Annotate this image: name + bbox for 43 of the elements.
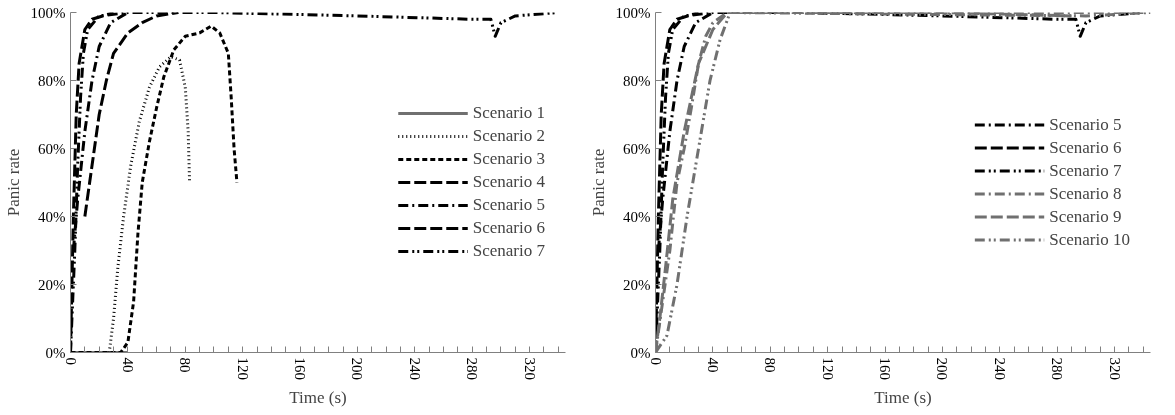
y-axis-title: Panic rate — [588, 148, 608, 217]
x-tick-label: 40 — [704, 357, 721, 373]
legend-label: Scenario 5 — [472, 195, 545, 215]
y-tick-label: 20% — [38, 276, 66, 293]
x-tick-label: 160 — [877, 357, 894, 380]
legend-label: Scenario 7 — [1049, 160, 1122, 181]
y-tick-label: 100% — [615, 4, 651, 21]
legend-label: Scenario 1 — [472, 103, 545, 123]
y-axis-title: Panic rate — [3, 148, 23, 217]
y-tick-label: 80% — [623, 72, 651, 89]
x-tick-label: 160 — [292, 357, 309, 380]
x-tick-label: 320 — [1106, 357, 1123, 380]
legend-label: Scenario 5 — [1049, 114, 1122, 135]
x-tick-label: 120 — [234, 357, 251, 380]
y-tick-label: 60% — [623, 140, 651, 157]
legend-label: Scenario 2 — [472, 126, 545, 146]
legend-label: Scenario 7 — [472, 241, 545, 261]
y-tick-label: 40% — [38, 208, 66, 225]
legend-label: Scenario 3 — [472, 149, 545, 169]
x-tick-label: 320 — [521, 357, 538, 380]
legend-label: Scenario 10 — [1049, 229, 1130, 250]
legend-label: Scenario 8 — [1049, 183, 1122, 204]
x-tick-label: 280 — [1049, 357, 1066, 380]
x-tick-label: 80 — [762, 357, 779, 373]
y-tick-label: 20% — [623, 276, 651, 293]
x-tick-label: 240 — [406, 357, 423, 380]
x-tick-label: 40 — [119, 357, 136, 373]
x-tick-label: 200 — [349, 357, 366, 380]
x-tick-label: 80 — [177, 357, 194, 373]
x-tick-label: 200 — [934, 357, 951, 380]
x-axis-title: Time (s) — [874, 388, 932, 407]
legend-label: Scenario 9 — [1049, 206, 1122, 227]
x-tick-label: 280 — [464, 357, 481, 380]
legend-label: Scenario 6 — [472, 218, 545, 238]
x-axis-title: Time (s) — [289, 388, 347, 407]
y-tick-label: 80% — [38, 72, 66, 89]
x-tick-label: 120 — [819, 357, 836, 380]
legend-label: Scenario 4 — [472, 172, 545, 192]
y-tick-label: 60% — [38, 140, 66, 157]
legend-label: Scenario 6 — [1049, 137, 1122, 158]
y-tick-label: 100% — [30, 4, 66, 21]
x-tick-label: 240 — [991, 357, 1008, 380]
y-tick-label: 40% — [623, 208, 651, 225]
